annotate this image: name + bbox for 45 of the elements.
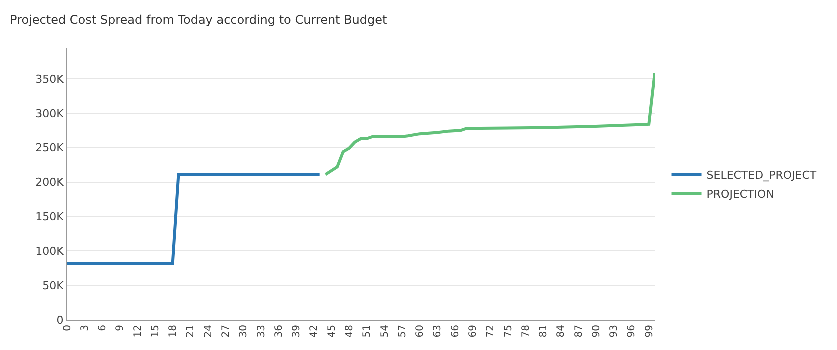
x-tick-label: 99 — [644, 325, 656, 338]
x-tick-label: 36 — [274, 325, 285, 338]
x-tick-label: 63 — [432, 325, 444, 338]
x-tick-label: 96 — [626, 325, 638, 338]
x-tick-label: 69 — [468, 325, 479, 338]
x-tick-label: 24 — [203, 325, 214, 338]
x-tick-label: 90 — [591, 325, 602, 338]
x-tick-label: 9 — [115, 325, 126, 332]
x-tick-label: 27 — [221, 325, 232, 338]
x-tick-label: 84 — [556, 325, 568, 338]
x-tick-label: 3 — [80, 325, 91, 332]
x-tick-label: 42 — [309, 325, 320, 338]
x-tick-label: 54 — [380, 325, 391, 338]
x-tick-label: 21 — [186, 325, 197, 338]
x-tick-label: 30 — [238, 325, 250, 338]
x-tick-label: 48 — [344, 325, 356, 338]
chart-title: Projected Cost Spread from Today according to Current Budget — [10, 13, 388, 28]
x-tick-label: 87 — [574, 325, 585, 338]
x-tick-label: 45 — [326, 325, 338, 338]
legend-label: SELECTED_PROJECT — [706, 168, 817, 182]
x-tick-label: 57 — [397, 325, 408, 338]
x-tick-label: 15 — [150, 325, 162, 338]
x-tick-label: 72 — [486, 325, 497, 338]
line-series — [324, 72, 655, 176]
x-tick-label: 12 — [132, 325, 144, 338]
y-tick-label: 200K — [36, 176, 65, 190]
x-tick-label: 75 — [503, 325, 514, 338]
x-tick-label: 81 — [538, 325, 550, 338]
y-tick-label: 250K — [36, 142, 65, 155]
x-tick-label: 78 — [520, 325, 532, 338]
y-tick-label: 50K — [42, 279, 65, 292]
x-tick-label: 6 — [98, 325, 109, 332]
x-tick-label: 0 — [62, 325, 74, 332]
x-tick-label: 39 — [292, 325, 303, 338]
x-tick-label: 93 — [609, 325, 620, 338]
x-tick-label: 66 — [450, 325, 462, 338]
x-tick-label: 51 — [362, 325, 374, 338]
y-tick-label: 350K — [36, 72, 65, 86]
x-tick-label: 60 — [415, 325, 426, 338]
y-tick-label: 300K — [36, 107, 65, 120]
y-tick-label: 150K — [36, 210, 65, 224]
x-tick-label: 33 — [256, 325, 268, 338]
legend-label: PROJECTION — [706, 188, 774, 201]
x-tick-label: 18 — [168, 325, 180, 338]
y-tick-label: 100K — [36, 244, 65, 258]
